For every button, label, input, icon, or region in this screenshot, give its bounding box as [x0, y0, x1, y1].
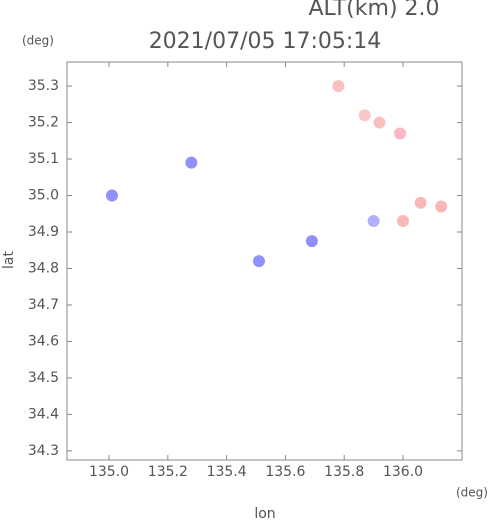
echo-point [105, 189, 118, 202]
y-tick-label: 35.1 [28, 151, 59, 167]
echo-point [367, 215, 380, 228]
echo-point [252, 255, 265, 268]
echo-point [435, 200, 448, 213]
x-tick-label: 135.8 [324, 464, 364, 480]
y-tick-label: 34.9 [28, 224, 59, 240]
y-tick-label: 35.0 [28, 188, 59, 204]
y-unit: (deg) [22, 34, 54, 48]
echo-point [394, 127, 407, 140]
y-tick-label: 34.8 [28, 260, 59, 276]
echo-point [305, 235, 318, 248]
x-tick-label: 135.2 [148, 464, 188, 480]
echo-point [397, 215, 410, 228]
altitude-label: ALT(km) 2.0 [308, 0, 439, 21]
y-tick-label: 35.2 [28, 115, 59, 131]
x-tick-label: 135.6 [265, 464, 305, 480]
x-unit: (deg) [456, 486, 488, 500]
chart-title: 2021/07/05 17:05:14 [149, 29, 382, 54]
y-tick-label: 35.3 [28, 78, 59, 94]
y-tick-label: 34.5 [28, 370, 59, 386]
echo-point [332, 80, 345, 93]
x-tick-label: 135.4 [207, 464, 247, 480]
y-tick-label: 34.7 [28, 297, 59, 313]
echo-point [185, 156, 198, 169]
plot-frame [66, 61, 463, 461]
echo-point [358, 109, 371, 122]
y-tick-label: 34.4 [28, 406, 59, 422]
y-tick-label: 34.6 [28, 333, 59, 349]
echo-point [414, 196, 427, 209]
x-tick-label: 135.0 [89, 464, 129, 480]
x-axis-label: lon [254, 506, 275, 521]
x-tick-label: 136.0 [383, 464, 423, 480]
echo-point [373, 116, 386, 129]
y-axis-label: lat [1, 251, 17, 269]
y-tick-label: 34.3 [28, 443, 59, 459]
